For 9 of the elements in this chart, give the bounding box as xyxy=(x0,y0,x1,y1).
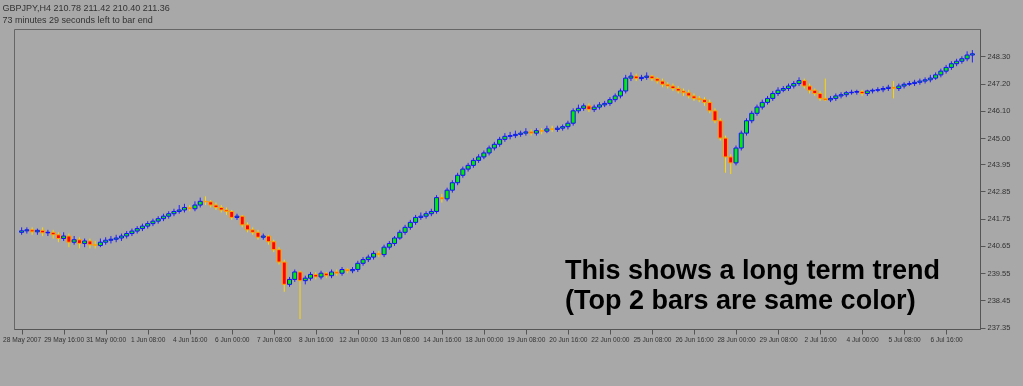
chart-title: GBPJPY,H4 210.78 211.42 210.40 211.36 xyxy=(2,3,170,13)
annotation: (Top 2 bars are same color) xyxy=(565,285,917,315)
candlestick xyxy=(297,270,303,320)
annotation: This shows a long term trend xyxy=(565,255,941,285)
chart-subtitle: 73 minutes 29 seconds left to bar end xyxy=(2,15,153,25)
candlestick xyxy=(29,226,35,236)
candlestick xyxy=(528,128,534,137)
candlestick xyxy=(234,213,240,221)
candlestick xyxy=(859,89,865,97)
